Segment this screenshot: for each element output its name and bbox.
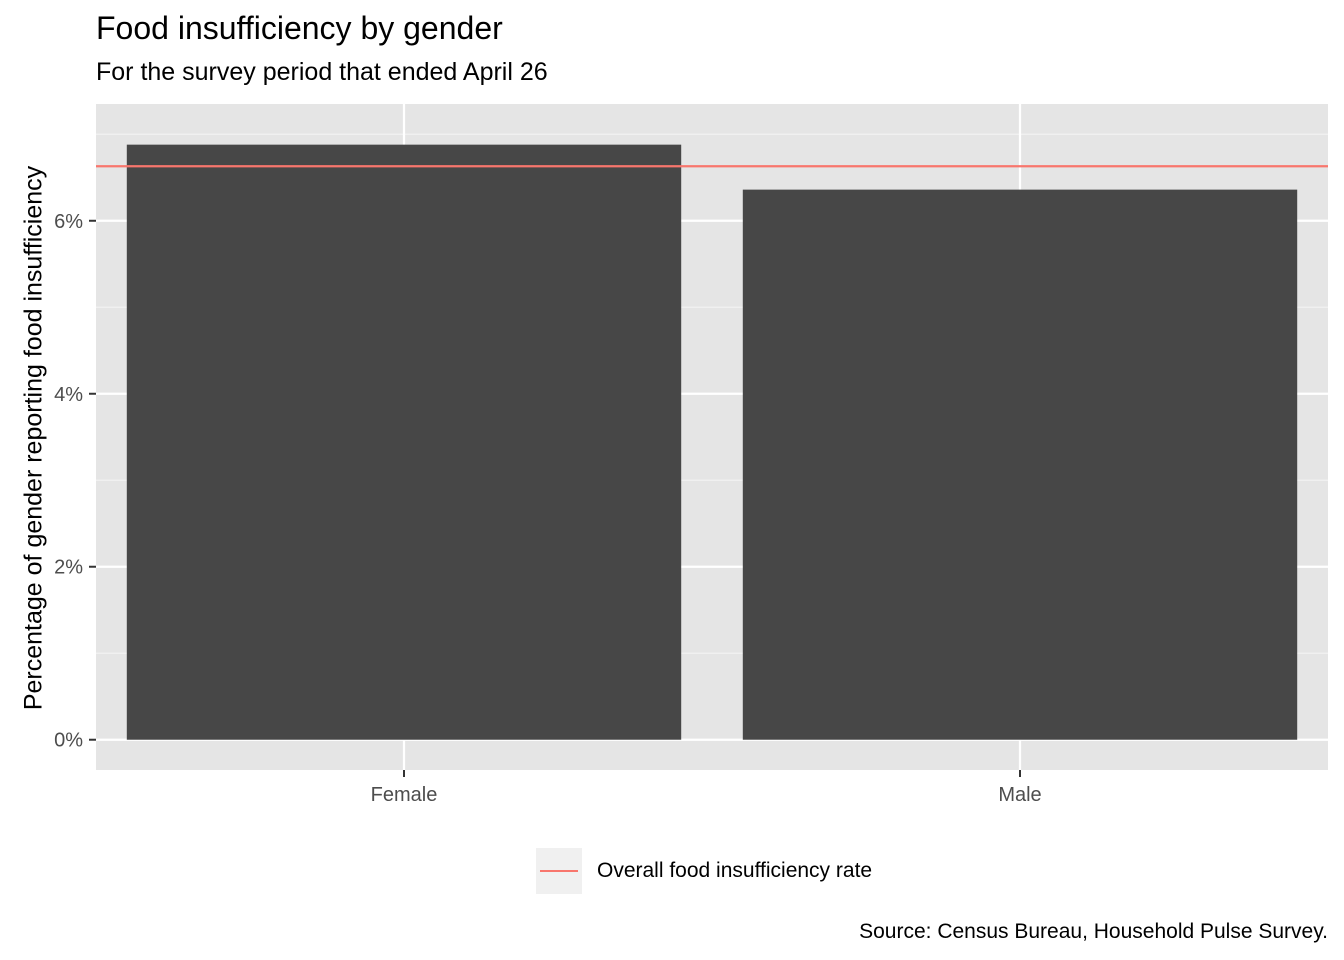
x-tick-label: Male [998, 784, 1041, 806]
y-axis: 0% 2% 4% 6% [54, 211, 96, 752]
legend: Overall food insufficiency rate [536, 848, 872, 894]
y-tick-label: 2% [54, 557, 83, 579]
y-tick-label: 6% [54, 211, 83, 233]
x-axis: Female Male [371, 770, 1042, 806]
legend-line-swatch [540, 870, 578, 872]
chart-caption: Source: Census Bureau, Household Pulse S… [859, 920, 1328, 943]
bar-male [742, 189, 1298, 740]
chart-title: Food insufficiency by gender [96, 10, 503, 46]
bar-female [126, 144, 682, 740]
y-tick-label: 4% [54, 384, 83, 406]
x-tick-label: Female [371, 784, 438, 806]
legend-key [536, 848, 582, 894]
y-tick-label: 0% [54, 730, 83, 752]
bars [126, 144, 1298, 740]
chart-subtitle: For the survey period that ended April 2… [96, 58, 548, 86]
legend-label: Overall food insufficiency rate [597, 859, 873, 882]
